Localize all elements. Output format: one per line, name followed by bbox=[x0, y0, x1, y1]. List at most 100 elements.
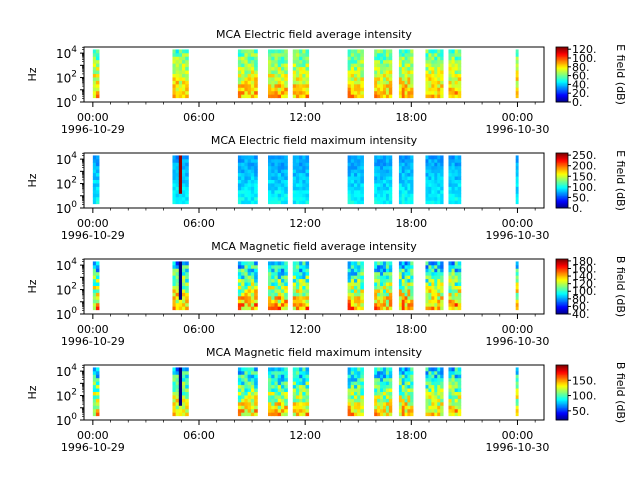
spectrogram-cell bbox=[404, 83, 408, 88]
spectrogram-cell bbox=[377, 186, 381, 191]
spectrogram-cell bbox=[374, 408, 378, 413]
spectrogram-cell bbox=[172, 377, 177, 382]
spectrogram-cell bbox=[175, 264, 180, 269]
spectrogram-cell bbox=[380, 388, 384, 392]
colorbar-tick-label: 20. bbox=[572, 87, 590, 100]
spectrogram-cell bbox=[247, 264, 252, 269]
spectrogram-cell bbox=[350, 94, 355, 99]
spectrogram-cell bbox=[280, 405, 285, 410]
spectrogram-cell bbox=[431, 401, 435, 406]
spectrogram-cell bbox=[434, 306, 438, 311]
spectrogram-cell bbox=[95, 80, 100, 85]
spectrogram-cell bbox=[434, 56, 438, 61]
colorbar-segment bbox=[556, 367, 568, 370]
spectrogram-cell bbox=[428, 367, 432, 372]
spectrogram-cell bbox=[431, 94, 435, 99]
spectrogram-cell bbox=[388, 264, 393, 269]
spectrogram-cell bbox=[241, 275, 245, 280]
spectrogram-cell bbox=[182, 186, 186, 191]
spectrogram-cell bbox=[247, 391, 252, 396]
spectrogram-cell bbox=[377, 80, 381, 85]
spectrogram-cell bbox=[175, 306, 180, 311]
spectrogram-cell bbox=[95, 261, 100, 266]
spectrogram-cell bbox=[347, 172, 352, 177]
spectrogram-cell bbox=[451, 176, 456, 180]
spectrogram-cell bbox=[353, 412, 358, 417]
spectrogram-cell bbox=[274, 158, 279, 163]
spectrogram-cell bbox=[302, 282, 306, 286]
spectrogram-cell bbox=[385, 412, 390, 417]
spectrogram-cell bbox=[385, 271, 390, 276]
spectrogram-cell bbox=[299, 367, 303, 372]
spectrogram-cell bbox=[280, 285, 285, 290]
spectrogram-cell bbox=[353, 162, 358, 167]
spectrogram-cell bbox=[302, 405, 306, 410]
spectrogram-cell bbox=[250, 193, 255, 198]
spectrogram-cell bbox=[425, 183, 429, 187]
spectrogram-cell bbox=[241, 384, 245, 389]
spectrogram-cell bbox=[398, 275, 403, 280]
spectrogram-cell bbox=[244, 408, 249, 413]
spectrogram-cell bbox=[401, 370, 405, 375]
spectrogram-cell bbox=[428, 377, 432, 382]
spectrogram-cell bbox=[398, 49, 403, 54]
spectrogram-cell bbox=[374, 261, 378, 266]
spectrogram-cell bbox=[401, 268, 405, 273]
spectrogram-cell bbox=[185, 278, 189, 283]
spectrogram-cell bbox=[357, 172, 361, 177]
spectrogram-cell bbox=[175, 196, 180, 201]
spectrogram-cell bbox=[347, 183, 352, 187]
spectrogram-cell bbox=[410, 405, 414, 410]
x-tick-label: 12:00 bbox=[289, 323, 321, 336]
spectrogram-cell bbox=[448, 295, 452, 300]
spectrogram-cell bbox=[410, 179, 414, 184]
spectrogram-cell bbox=[434, 169, 438, 174]
spectrogram-cell bbox=[92, 189, 97, 194]
colorbar-segment bbox=[556, 260, 568, 263]
spectrogram-cell bbox=[410, 56, 414, 61]
spectrogram-cell bbox=[425, 401, 429, 406]
spectrogram-cell bbox=[268, 412, 272, 417]
spectrogram-cell bbox=[454, 70, 459, 74]
spectrogram-cell bbox=[451, 183, 456, 187]
spectrogram-cell bbox=[454, 183, 459, 187]
spectrogram-cell bbox=[237, 405, 242, 410]
spectrogram-cell bbox=[305, 401, 310, 406]
spectrogram-cell bbox=[440, 155, 444, 160]
spectrogram-cell bbox=[388, 200, 393, 205]
spectrogram-cell bbox=[434, 200, 438, 205]
spectrogram-cell bbox=[454, 200, 459, 205]
spectrogram-cell bbox=[280, 155, 285, 160]
spectrogram-cell bbox=[295, 83, 300, 88]
spectrogram-cell bbox=[448, 370, 452, 375]
spectrogram-cell bbox=[295, 381, 300, 386]
spectrogram-cell bbox=[185, 66, 189, 71]
panel-title: MCA Electric field average intensity bbox=[216, 28, 412, 41]
spectrogram-cell bbox=[451, 306, 456, 311]
spectrogram-cell bbox=[431, 289, 435, 293]
spectrogram-cell bbox=[247, 285, 252, 290]
colorbar-segment bbox=[556, 175, 568, 177]
spectrogram-cell bbox=[244, 56, 249, 61]
spectrogram-cell bbox=[175, 155, 180, 160]
spectrogram-cell bbox=[350, 83, 355, 88]
spectrogram-cell bbox=[268, 268, 272, 273]
spectrogram-cell bbox=[360, 80, 364, 85]
spectrogram-cell bbox=[440, 408, 444, 413]
spectrogram-cell bbox=[280, 59, 285, 64]
spectrogram-cell bbox=[440, 196, 444, 201]
spectrogram-cell bbox=[280, 374, 285, 379]
spectrogram-cell bbox=[434, 377, 438, 382]
spectrogram-cell bbox=[305, 398, 310, 403]
spectrogram-cell bbox=[357, 52, 361, 57]
spectrogram-cell bbox=[185, 169, 189, 174]
spectrogram-cell bbox=[244, 261, 249, 266]
spectrogram-cell bbox=[95, 172, 100, 177]
colorbar-segment bbox=[556, 398, 568, 400]
spectrogram-cell bbox=[431, 83, 435, 88]
colorbar-segment bbox=[556, 371, 568, 374]
spectrogram-cell bbox=[178, 94, 183, 99]
spectrogram-cell bbox=[401, 83, 405, 88]
spectrogram-cell bbox=[404, 172, 408, 177]
spectrogram-cell bbox=[401, 70, 405, 74]
